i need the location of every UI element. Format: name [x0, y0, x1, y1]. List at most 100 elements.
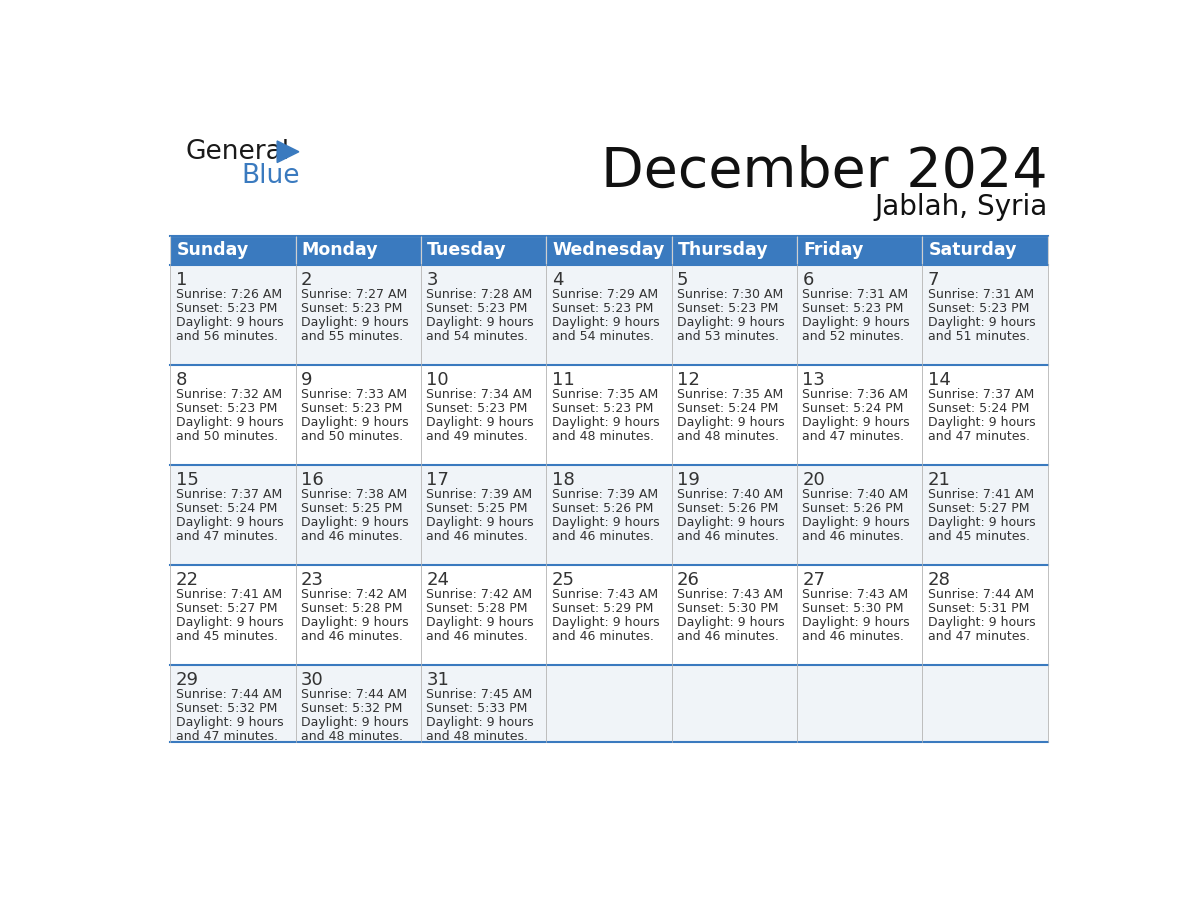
Bar [170, 236, 296, 265]
Text: Sunset: 5:24 PM: Sunset: 5:24 PM [928, 402, 1029, 415]
Text: Wednesday: Wednesday [552, 241, 665, 259]
Bar [671, 666, 797, 743]
Bar [546, 666, 671, 743]
Bar [546, 265, 671, 365]
Bar [170, 265, 296, 365]
Text: 1: 1 [176, 271, 187, 289]
Text: 24: 24 [426, 571, 449, 589]
Text: Sunset: 5:33 PM: Sunset: 5:33 PM [426, 702, 527, 715]
Bar [922, 236, 1048, 265]
Text: 3: 3 [426, 271, 438, 289]
Text: Sunrise: 7:41 AM: Sunrise: 7:41 AM [176, 588, 282, 601]
Text: Blue: Blue [241, 162, 301, 188]
Text: and 46 minutes.: and 46 minutes. [426, 530, 529, 543]
Text: Sunrise: 7:30 AM: Sunrise: 7:30 AM [677, 288, 783, 301]
Text: Sunset: 5:32 PM: Sunset: 5:32 PM [301, 702, 403, 715]
Bar [797, 465, 922, 565]
Text: Daylight: 9 hours: Daylight: 9 hours [551, 316, 659, 329]
Text: 2: 2 [301, 271, 312, 289]
Text: 19: 19 [677, 471, 700, 489]
Text: Sunset: 5:25 PM: Sunset: 5:25 PM [426, 502, 527, 515]
Text: Sunset: 5:25 PM: Sunset: 5:25 PM [301, 502, 403, 515]
Text: Daylight: 9 hours: Daylight: 9 hours [551, 516, 659, 529]
Text: Sunset: 5:23 PM: Sunset: 5:23 PM [176, 402, 277, 415]
Bar [797, 265, 922, 365]
Text: and 54 minutes.: and 54 minutes. [551, 330, 653, 342]
Text: 16: 16 [301, 471, 323, 489]
Text: Daylight: 9 hours: Daylight: 9 hours [301, 416, 409, 429]
Text: and 47 minutes.: and 47 minutes. [176, 730, 278, 743]
Text: Daylight: 9 hours: Daylight: 9 hours [301, 616, 409, 629]
Text: 27: 27 [802, 571, 826, 589]
Bar [671, 565, 797, 666]
Text: Sunset: 5:31 PM: Sunset: 5:31 PM [928, 602, 1029, 615]
Bar [797, 365, 922, 465]
Bar [546, 565, 671, 666]
Text: and 50 minutes.: and 50 minutes. [301, 430, 403, 442]
Bar [170, 565, 296, 666]
Text: Sunset: 5:23 PM: Sunset: 5:23 PM [551, 302, 653, 315]
Text: and 45 minutes.: and 45 minutes. [928, 530, 1030, 543]
Text: Sunset: 5:28 PM: Sunset: 5:28 PM [426, 602, 527, 615]
Text: Jablah, Syria: Jablah, Syria [874, 194, 1048, 221]
Text: Sunrise: 7:44 AM: Sunrise: 7:44 AM [176, 688, 282, 701]
Text: Daylight: 9 hours: Daylight: 9 hours [928, 616, 1035, 629]
Text: 26: 26 [677, 571, 700, 589]
Bar [546, 465, 671, 565]
Text: Sunrise: 7:42 AM: Sunrise: 7:42 AM [426, 588, 532, 601]
Text: and 46 minutes.: and 46 minutes. [802, 630, 904, 643]
Text: Sunrise: 7:35 AM: Sunrise: 7:35 AM [677, 388, 783, 401]
Text: Sunrise: 7:36 AM: Sunrise: 7:36 AM [802, 388, 909, 401]
Text: Sunday: Sunday [176, 241, 248, 259]
Text: and 48 minutes.: and 48 minutes. [677, 430, 779, 442]
Text: 21: 21 [928, 471, 950, 489]
Text: Sunset: 5:28 PM: Sunset: 5:28 PM [301, 602, 403, 615]
Text: Daylight: 9 hours: Daylight: 9 hours [301, 316, 409, 329]
Text: and 46 minutes.: and 46 minutes. [802, 530, 904, 543]
Text: and 46 minutes.: and 46 minutes. [551, 530, 653, 543]
Text: 29: 29 [176, 671, 198, 689]
Text: Sunset: 5:23 PM: Sunset: 5:23 PM [301, 302, 403, 315]
Text: Sunset: 5:23 PM: Sunset: 5:23 PM [176, 302, 277, 315]
Text: 30: 30 [301, 671, 323, 689]
Text: and 55 minutes.: and 55 minutes. [301, 330, 403, 342]
Text: Daylight: 9 hours: Daylight: 9 hours [426, 716, 533, 729]
Text: and 46 minutes.: and 46 minutes. [677, 630, 779, 643]
Text: Sunset: 5:24 PM: Sunset: 5:24 PM [802, 402, 904, 415]
Text: Sunrise: 7:39 AM: Sunrise: 7:39 AM [426, 488, 532, 501]
Text: Sunset: 5:26 PM: Sunset: 5:26 PM [551, 502, 653, 515]
Text: Sunset: 5:23 PM: Sunset: 5:23 PM [426, 302, 527, 315]
Text: Daylight: 9 hours: Daylight: 9 hours [176, 616, 283, 629]
Text: Daylight: 9 hours: Daylight: 9 hours [301, 516, 409, 529]
Text: Daylight: 9 hours: Daylight: 9 hours [677, 316, 784, 329]
Text: and 48 minutes.: and 48 minutes. [301, 730, 403, 743]
Text: Daylight: 9 hours: Daylight: 9 hours [802, 316, 910, 329]
Bar [671, 265, 797, 365]
Text: 6: 6 [802, 271, 814, 289]
Text: and 49 minutes.: and 49 minutes. [426, 430, 529, 442]
Text: 14: 14 [928, 371, 950, 389]
Text: Sunrise: 7:29 AM: Sunrise: 7:29 AM [551, 288, 658, 301]
Text: Sunrise: 7:42 AM: Sunrise: 7:42 AM [301, 588, 407, 601]
Text: Sunrise: 7:35 AM: Sunrise: 7:35 AM [551, 388, 658, 401]
Text: and 47 minutes.: and 47 minutes. [928, 430, 1030, 442]
Text: Sunrise: 7:43 AM: Sunrise: 7:43 AM [677, 588, 783, 601]
Text: 31: 31 [426, 671, 449, 689]
Text: 13: 13 [802, 371, 826, 389]
Text: Sunrise: 7:44 AM: Sunrise: 7:44 AM [301, 688, 407, 701]
Text: Sunset: 5:23 PM: Sunset: 5:23 PM [301, 402, 403, 415]
Text: and 46 minutes.: and 46 minutes. [677, 530, 779, 543]
Bar [797, 236, 922, 265]
Text: 4: 4 [551, 271, 563, 289]
Text: General: General [185, 140, 290, 165]
Text: and 54 minutes.: and 54 minutes. [426, 330, 529, 342]
Bar [922, 666, 1048, 743]
Bar [797, 666, 922, 743]
Text: Sunset: 5:30 PM: Sunset: 5:30 PM [677, 602, 778, 615]
Bar [922, 565, 1048, 666]
Text: Daylight: 9 hours: Daylight: 9 hours [802, 616, 910, 629]
Text: Daylight: 9 hours: Daylight: 9 hours [426, 316, 533, 329]
Text: 25: 25 [551, 571, 575, 589]
Text: Sunrise: 7:27 AM: Sunrise: 7:27 AM [301, 288, 407, 301]
Text: and 45 minutes.: and 45 minutes. [176, 630, 278, 643]
